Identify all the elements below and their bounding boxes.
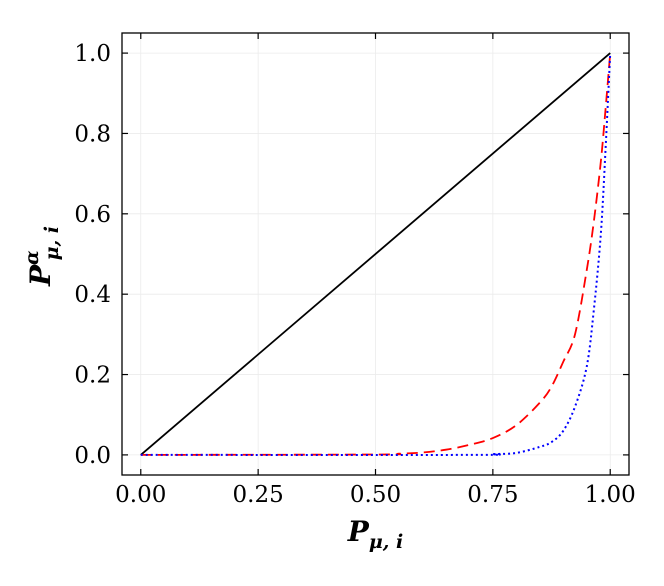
series-layer: [140, 52, 612, 456]
x-tick-label: 0.25: [233, 482, 284, 508]
x-axis-title-base: P: [347, 515, 370, 548]
y-tick-label: 0.2: [74, 363, 111, 389]
x-axis-title-sub: μ, i: [369, 531, 403, 553]
series-solid-line: [140, 52, 611, 456]
x-tick-label: 0.50: [350, 482, 401, 508]
x-tick-label: 0.75: [467, 482, 518, 508]
y-tick-label: 0.8: [74, 121, 111, 147]
y-axis-title-base: P: [24, 264, 57, 287]
y-axis-title-sub: μ, i: [41, 226, 63, 260]
x-tick-label: 0.00: [115, 482, 166, 508]
y-tick-label: 1.0: [74, 41, 111, 67]
x-tick-label: 1.00: [585, 482, 636, 508]
series-dashed-line: [140, 53, 612, 456]
svg-text:Pαμ, i: Pαμ, i: [21, 226, 63, 287]
x-axis-title: Pμ, i: [347, 515, 403, 553]
y-tick-label: 0.6: [74, 202, 111, 228]
y-axis-title: Pαμ, i: [21, 226, 63, 287]
ticks: 0.00 0.25 0.50 0.75 1.00 0.0 0.2 0.4 0.6 0.8 1.0: [74, 33, 636, 508]
y-tick-label: 0.0: [74, 443, 111, 469]
y-axis-title-sup: α: [21, 250, 43, 265]
y-tick-label: 0.4: [74, 282, 111, 308]
